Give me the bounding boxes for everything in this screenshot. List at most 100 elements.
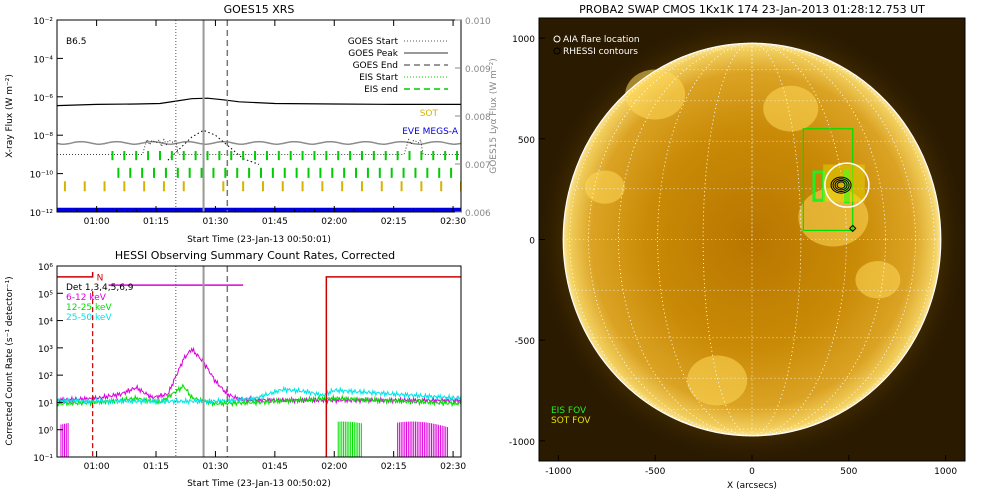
eis-raster — [812, 170, 826, 202]
swap-x-tick-label: 1000 — [934, 467, 957, 477]
hessi-series-line — [57, 385, 461, 406]
rhessi-contour — [830, 176, 852, 194]
rhessi-legend-symbol — [553, 47, 561, 55]
swap-title: PROBA2 SWAP CMOS 1Kx1K 174 23-Jan-2013 0… — [579, 3, 925, 16]
hessi-x-tick-label: 01:30 — [202, 462, 228, 472]
longitude-gridline — [569, 42, 935, 437]
goes-y2-label: GOES15 Lyα Flux (W m⁻²) — [489, 58, 499, 174]
swap-x-label: X (arcsecs) — [727, 481, 777, 491]
goes-y2-tick-label: 0.010 — [465, 17, 491, 27]
active-region — [798, 188, 869, 247]
goes-y-label: X-ray Flux (W m⁻²) — [5, 74, 15, 158]
hessi-x-tick-label: 01:00 — [84, 462, 110, 472]
active-region — [584, 170, 625, 204]
swap-x-tick-label: 0 — [749, 467, 755, 477]
eis-fov-box — [802, 128, 854, 232]
swap-y-tick-label: 500 — [518, 136, 535, 146]
hessi-y-tick-label: 10⁵ — [38, 290, 53, 300]
goes-legend-label: GOES Peak — [348, 49, 398, 59]
flare-location-circle — [824, 162, 870, 208]
diamond-marker — [848, 224, 857, 233]
goes-plot-frame — [56, 19, 462, 213]
goes-long-channel-line — [57, 97, 461, 107]
hessi-legend-label: Det 1,3,4,5,6,9 — [66, 283, 134, 293]
goes-y-tick-label: 10⁻⁸ — [33, 132, 53, 142]
hessi-y-tick-label: 10⁴ — [38, 318, 53, 328]
hessi-y-tick-label: 10⁻¹ — [33, 454, 53, 464]
hessi-x-tick-label: 02:15 — [381, 462, 407, 472]
longitude-gridline — [702, 42, 802, 437]
goes-y2-tick-label: 0.006 — [465, 209, 491, 219]
swap-x-tick-label: -1000 — [545, 467, 571, 477]
goes-flare-class: B6.5 — [66, 37, 87, 47]
hessi-x-tick-label: 01:15 — [143, 462, 169, 472]
goes-y2-tick-label: 0.008 — [465, 113, 491, 123]
goes-x-tick-label: 01:00 — [84, 217, 110, 227]
goes-y-tick-label: 10⁻¹⁰ — [30, 171, 54, 181]
aia-legend-symbol — [553, 35, 561, 43]
hessi-x-label: Start Time (23-Jan-13 00:50:02) — [187, 479, 331, 489]
longitude-gridline — [588, 42, 916, 437]
goes-y-tick-label: 10⁻² — [33, 17, 53, 27]
goes-y2-tick-label: 0.007 — [465, 161, 491, 171]
eve-legend-label: EVE MEGS-A — [402, 127, 459, 137]
hessi-title: HESSI Observing Summary Count Rates, Cor… — [115, 249, 395, 262]
hessi-y-tick-label: 10⁶ — [38, 263, 53, 273]
goes-legend-label: GOES Start — [348, 37, 399, 47]
swap-panel: PROBA2 SWAP CMOS 1Kx1K 174 23-Jan-2013 0… — [509, 3, 966, 491]
hessi-y-tick-label: 10⁰ — [38, 427, 53, 437]
hessi-y-tick-label: 10¹ — [38, 399, 53, 409]
goes-title: GOES15 XRS — [224, 3, 295, 16]
swap-y-tick-label: -1000 — [509, 438, 535, 448]
goes-y-tick-label: 10⁻⁶ — [33, 94, 53, 104]
hessi-y-label: Corrected Count Rate (s⁻¹ detector⁻¹) — [5, 276, 15, 445]
aia-legend-label: AIA flare location — [563, 35, 640, 45]
goes-x-tick-label: 01:45 — [262, 217, 288, 227]
hessi-legend-label: 25-50 keV — [66, 313, 112, 323]
hessi-y-tick-label: 10² — [38, 372, 53, 382]
eis-fov-label: EIS FOV — [551, 406, 587, 416]
hessi-legend-label: 6-12 keV — [66, 293, 107, 303]
goes-legend-label: EIS Start — [359, 73, 398, 83]
goes-x-tick-label: 02:30 — [440, 217, 466, 227]
hessi-x-tick-label: 02:30 — [440, 462, 466, 472]
rhessi-legend-label: RHESSI contours — [563, 47, 638, 57]
swap-x-tick-label: 500 — [840, 467, 857, 477]
active-region — [763, 85, 819, 132]
swap-y-tick-label: -500 — [515, 337, 536, 347]
hessi-night-line — [325, 276, 461, 457]
goes-x-tick-label: 02:00 — [321, 217, 347, 227]
sot-fov-label: SOT FOV — [551, 416, 591, 426]
active-region — [855, 261, 901, 299]
goes-y2-tick-label: 0.009 — [465, 65, 491, 75]
hessi-x-tick-label: 02:00 — [321, 462, 347, 472]
hessi-plot-frame — [56, 265, 462, 458]
swap-y-tick-label: 1000 — [512, 35, 535, 45]
goes-x-tick-label: 01:30 — [202, 217, 228, 227]
goes-low-channel-line — [57, 140, 461, 145]
goes-x-tick-label: 02:15 — [381, 217, 407, 227]
hessi-flag-label: N — [97, 273, 104, 283]
goes-legend-label: EIS end — [364, 85, 398, 95]
swap-y-tick-label: 0 — [529, 237, 535, 247]
goes-y-tick-label: 10⁻¹² — [30, 209, 54, 219]
hessi-panel: HESSI Observing Summary Count Rates, Cor… — [5, 249, 466, 489]
hessi-y-tick-label: 10³ — [38, 345, 53, 355]
active-region — [687, 355, 748, 406]
goes-x-label: Start Time (23-Jan-13 00:50:01) — [187, 235, 331, 245]
goes-x-tick-label: 01:15 — [143, 217, 169, 227]
hessi-flag-line — [57, 272, 94, 278]
longitude-gridline — [657, 42, 847, 437]
goes-legend-label: GOES End — [353, 61, 398, 71]
rhessi-contour — [832, 178, 850, 193]
swap-x-tick-label: -500 — [645, 467, 666, 477]
goes-short-channel-line — [167, 129, 260, 165]
sot-legend-label: SOT — [420, 109, 439, 119]
goes-y-tick-label: 10⁻⁴ — [33, 55, 53, 65]
active-region — [625, 69, 686, 120]
rhessi-contour — [836, 181, 846, 189]
hessi-x-tick-label: 01:45 — [262, 462, 288, 472]
goes-panel: GOES15 XRS 01:00 01:15 01:30 01:45 02:00 02:1… — [5, 3, 499, 245]
longitude-gridline — [618, 42, 886, 437]
